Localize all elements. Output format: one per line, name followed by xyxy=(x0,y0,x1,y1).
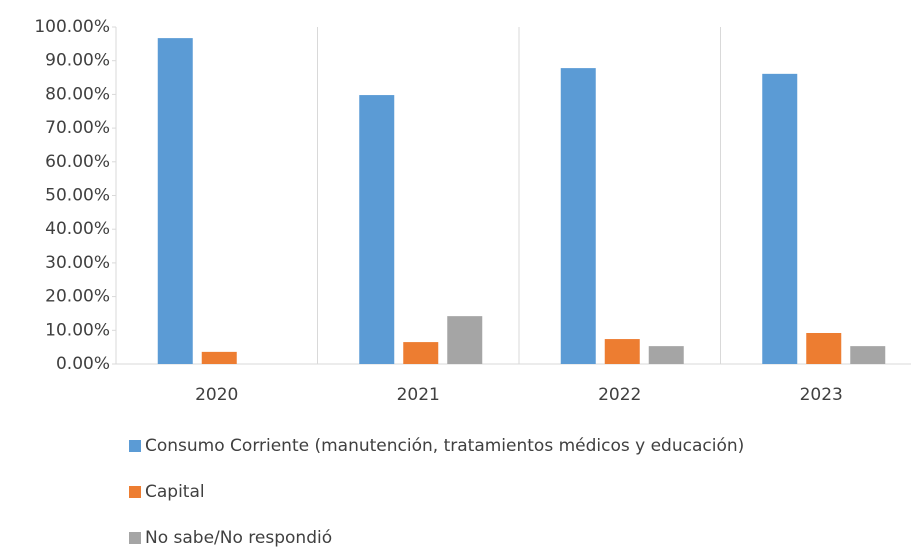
y-tick-label: 90.00% xyxy=(45,51,110,71)
y-tick-label: 50.00% xyxy=(45,186,110,206)
x-tick-label: 2022 xyxy=(598,385,641,405)
x-tick-label: 2020 xyxy=(195,385,238,405)
legend-swatch xyxy=(129,532,141,544)
bar xyxy=(157,38,193,364)
bar xyxy=(850,346,886,364)
y-tick-label: 20.00% xyxy=(45,287,110,307)
bar xyxy=(403,342,439,364)
y-tick-label: 10.00% xyxy=(45,320,110,340)
bar xyxy=(201,351,237,364)
bar xyxy=(604,339,640,364)
y-tick-label: 80.00% xyxy=(45,84,110,104)
y-tick-label: 70.00% xyxy=(45,118,110,138)
legend-swatch xyxy=(129,486,141,498)
bar xyxy=(560,68,596,364)
bar xyxy=(648,346,684,364)
legend-label: No sabe/No respondió xyxy=(145,528,332,548)
y-tick-label: 30.00% xyxy=(45,253,110,273)
legend-label: Capital xyxy=(145,482,205,502)
y-tick-label: 40.00% xyxy=(45,219,110,239)
y-tick-label: 60.00% xyxy=(45,152,110,172)
x-tick-label: 2023 xyxy=(800,385,843,405)
bar xyxy=(359,95,395,364)
bar xyxy=(447,316,483,364)
legend-label: Consumo Corriente (manutención, tratamie… xyxy=(145,436,744,456)
y-tick-label: 0.00% xyxy=(56,354,110,374)
y-tick-label: 100.00% xyxy=(34,17,110,37)
legend-swatch xyxy=(129,440,141,452)
bar xyxy=(806,332,842,364)
x-tick-label: 2021 xyxy=(397,385,440,405)
bar xyxy=(762,73,798,364)
